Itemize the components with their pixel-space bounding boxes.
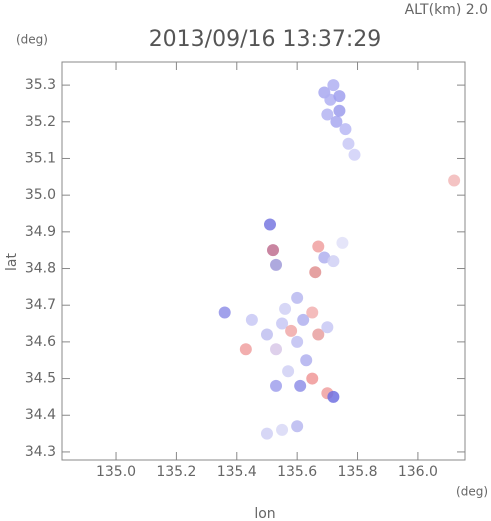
echo-point (267, 244, 280, 257)
y-tick-label: 34.8 (25, 261, 56, 277)
y-tick-label: 34.5 (25, 371, 56, 387)
echo-point (291, 291, 304, 304)
echo-point (321, 321, 334, 334)
echo-point (324, 93, 337, 106)
echo-point (263, 218, 276, 231)
y-tick-label: 34.6 (25, 334, 56, 350)
echo-point (336, 236, 349, 249)
y-tick-label: 34.3 (25, 444, 56, 460)
y-tick-label: 34.7 (25, 297, 56, 313)
echo-point (312, 328, 325, 341)
y-tick-label: 35.0 (25, 187, 56, 203)
plot-frame (61, 61, 466, 461)
echo-point (348, 148, 361, 161)
y-axis-label: lat (4, 253, 20, 271)
echo-point (297, 313, 310, 326)
echo-point (312, 240, 325, 253)
echo-point (321, 108, 334, 121)
echo-point (327, 390, 340, 403)
echo-point (279, 302, 292, 315)
y-tick-label: 35.1 (25, 150, 56, 166)
y-tick-label: 35.2 (25, 114, 56, 130)
echo-point (239, 343, 252, 356)
echo-point (333, 104, 346, 117)
echo-point (339, 123, 352, 136)
echo-point (327, 255, 340, 268)
echo-point (282, 365, 295, 378)
echo-point (245, 313, 258, 326)
echo-point (342, 137, 355, 150)
x-tick-label: 135.0 (96, 464, 136, 480)
echo-point (300, 354, 313, 367)
y-tick-label: 35.3 (25, 77, 56, 93)
y-tick-label: 34.4 (25, 407, 56, 423)
echo-point (218, 306, 231, 319)
echo-point (270, 258, 283, 271)
echo-point (270, 379, 283, 392)
echo-point (260, 328, 273, 341)
x-tick-label: 135.2 (156, 464, 196, 480)
y-tick-label: 34.9 (25, 224, 56, 240)
echo-point (448, 174, 461, 187)
x-unit: (deg) (456, 485, 488, 499)
echo-point (291, 420, 304, 433)
x-tick-label: 135.4 (217, 464, 257, 480)
y-unit: (deg) (16, 33, 48, 47)
altitude-label: ALT(km) 2.0 (405, 2, 488, 18)
echo-point (276, 317, 289, 330)
x-tick-label: 135.6 (277, 464, 317, 480)
echo-point (330, 115, 343, 128)
echo-point (306, 306, 319, 319)
x-axis-label: lon (254, 506, 275, 521)
x-tick-label: 136.0 (398, 464, 438, 480)
echo-point (260, 427, 273, 440)
echo-point (333, 90, 346, 103)
echo-point (309, 266, 322, 279)
echo-point (327, 79, 340, 92)
echo-point (306, 372, 319, 385)
echo-point (291, 335, 304, 348)
chart-title: 2013/09/16 13:37:29 (149, 27, 382, 52)
echo-point (276, 423, 289, 436)
echo-point (285, 324, 298, 337)
echo-point (294, 379, 307, 392)
echo-point (318, 251, 331, 264)
x-tick-label: 135.8 (337, 464, 377, 480)
echo-point (270, 343, 283, 356)
